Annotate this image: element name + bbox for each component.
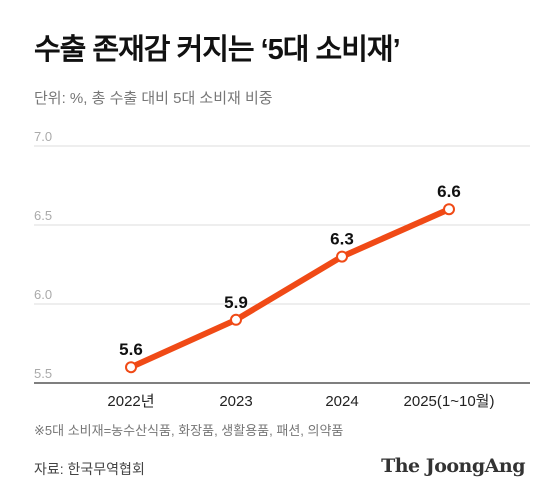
x-tick-label: 2023 bbox=[219, 393, 252, 410]
data-point bbox=[125, 361, 137, 374]
x-tick-label: 2024 bbox=[325, 393, 358, 410]
y-tick-label: 7.0 bbox=[34, 129, 52, 144]
data-labels: 5.6 5.9 6.3 6.6 bbox=[119, 182, 461, 359]
chart-subtitle: 단위: %, 총 수출 대비 5대 소비재 비중 bbox=[34, 90, 273, 107]
y-axis-ticks: 5.5 6.0 6.5 7.0 bbox=[34, 129, 52, 381]
series-line bbox=[128, 206, 452, 371]
data-label: 6.3 bbox=[330, 230, 354, 249]
x-axis-ticks: 2022년 2023 2024 2025(1~10월) bbox=[107, 393, 494, 410]
source-note: 자료: 한국무역협회 bbox=[34, 461, 145, 477]
x-tick-label: 2022년 bbox=[107, 393, 154, 410]
data-label: 5.9 bbox=[224, 293, 248, 312]
data-point bbox=[443, 203, 455, 216]
data-point bbox=[230, 313, 242, 326]
y-tick-label: 6.0 bbox=[34, 287, 52, 302]
y-tick-label: 6.5 bbox=[34, 208, 52, 223]
publisher-logo: The JoongAng bbox=[381, 455, 525, 477]
x-tick-label: 2025(1~10월) bbox=[404, 393, 495, 410]
chart-title: 수출 존재감 커지는 ‘5대 소비재’ bbox=[34, 34, 401, 66]
series-points bbox=[125, 203, 455, 374]
data-label: 5.6 bbox=[119, 340, 143, 359]
y-tick-label: 5.5 bbox=[34, 366, 52, 381]
data-label: 6.6 bbox=[437, 182, 461, 201]
series-line-path bbox=[128, 206, 452, 371]
data-point bbox=[336, 250, 348, 263]
grid-lines bbox=[34, 145, 530, 384]
footnote: ※5대 소비재=농수산식품, 화장품, 생활용품, 패션, 의약품 bbox=[34, 423, 344, 438]
